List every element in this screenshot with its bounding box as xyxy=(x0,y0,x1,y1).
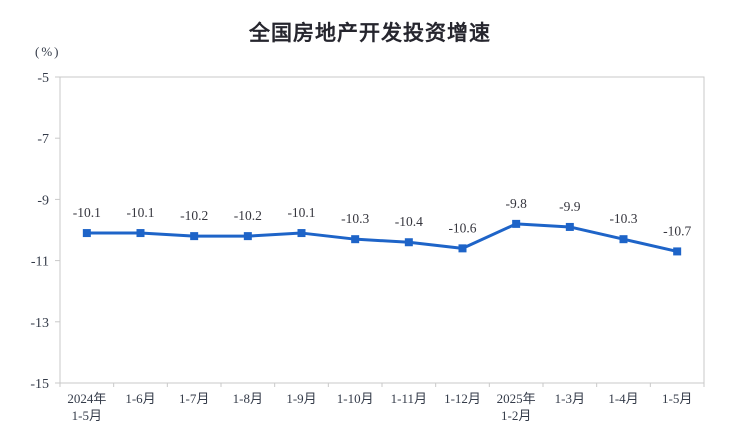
data-point-marker xyxy=(565,222,574,231)
data-point-label: -10.1 xyxy=(73,205,101,220)
data-point-marker xyxy=(297,229,306,238)
x-axis-category-label: 2025年 xyxy=(497,391,536,406)
y-axis-unit-label: (%) xyxy=(35,44,61,59)
x-axis-category-label: 1-3月 xyxy=(555,391,585,406)
data-point-label: -10.3 xyxy=(609,211,637,226)
data-point-marker xyxy=(512,219,521,228)
x-axis-category-label: 1-10月 xyxy=(337,391,374,406)
x-axis-category-label: 1-9月 xyxy=(286,391,316,406)
data-point-marker xyxy=(351,235,360,244)
y-axis-tick-label: -9 xyxy=(37,193,49,208)
data-point-label: -10.7 xyxy=(663,223,691,238)
x-axis-category-label: 1-7月 xyxy=(179,391,209,406)
x-axis-category-label: 2024年 xyxy=(67,391,106,406)
x-axis-category-label: 1-11月 xyxy=(391,391,427,406)
data-point-label: -10.2 xyxy=(234,208,262,223)
data-point-marker xyxy=(243,232,252,241)
data-point-marker xyxy=(136,229,145,238)
x-axis-category-label: 1-6月 xyxy=(125,391,155,406)
data-line xyxy=(85,222,679,253)
y-axis-tick-label: -7 xyxy=(37,132,49,147)
y-axis-tick-label: -15 xyxy=(30,377,49,392)
data-point-label: -10.1 xyxy=(287,205,315,220)
x-axis-category-label: 1-5月 xyxy=(72,408,102,423)
data-point-marker xyxy=(673,247,682,256)
y-axis-tick-label: -11 xyxy=(31,255,49,270)
data-point-marker xyxy=(404,238,413,247)
data-point-label: -10.3 xyxy=(341,211,369,226)
y-axis-tick-label: -13 xyxy=(30,316,49,331)
data-point-label: -10.2 xyxy=(180,208,208,223)
data-point-marker xyxy=(458,244,467,253)
x-axis-category-label: 1-2月 xyxy=(501,408,531,423)
data-point-marker xyxy=(619,235,628,244)
chart-title: 全国房地产开发投资增速 xyxy=(249,22,491,45)
data-point-marker xyxy=(190,232,199,241)
x-axis-category-label: 1-8月 xyxy=(233,391,263,406)
plot-border xyxy=(59,76,705,384)
x-axis-category-label: 1-5月 xyxy=(662,391,692,406)
data-point-label: -9.8 xyxy=(505,196,527,211)
x-axis-category-label: 1-12月 xyxy=(444,391,481,406)
data-point-label: -10.4 xyxy=(395,214,423,229)
data-point-marker xyxy=(82,229,91,238)
data-point-label: -9.9 xyxy=(559,199,581,214)
x-axis-category-label: 1-4月 xyxy=(608,391,638,406)
data-point-label: -10.6 xyxy=(448,220,476,235)
y-axis-tick-label: -5 xyxy=(37,71,49,86)
data-point-label: -10.1 xyxy=(126,205,154,220)
